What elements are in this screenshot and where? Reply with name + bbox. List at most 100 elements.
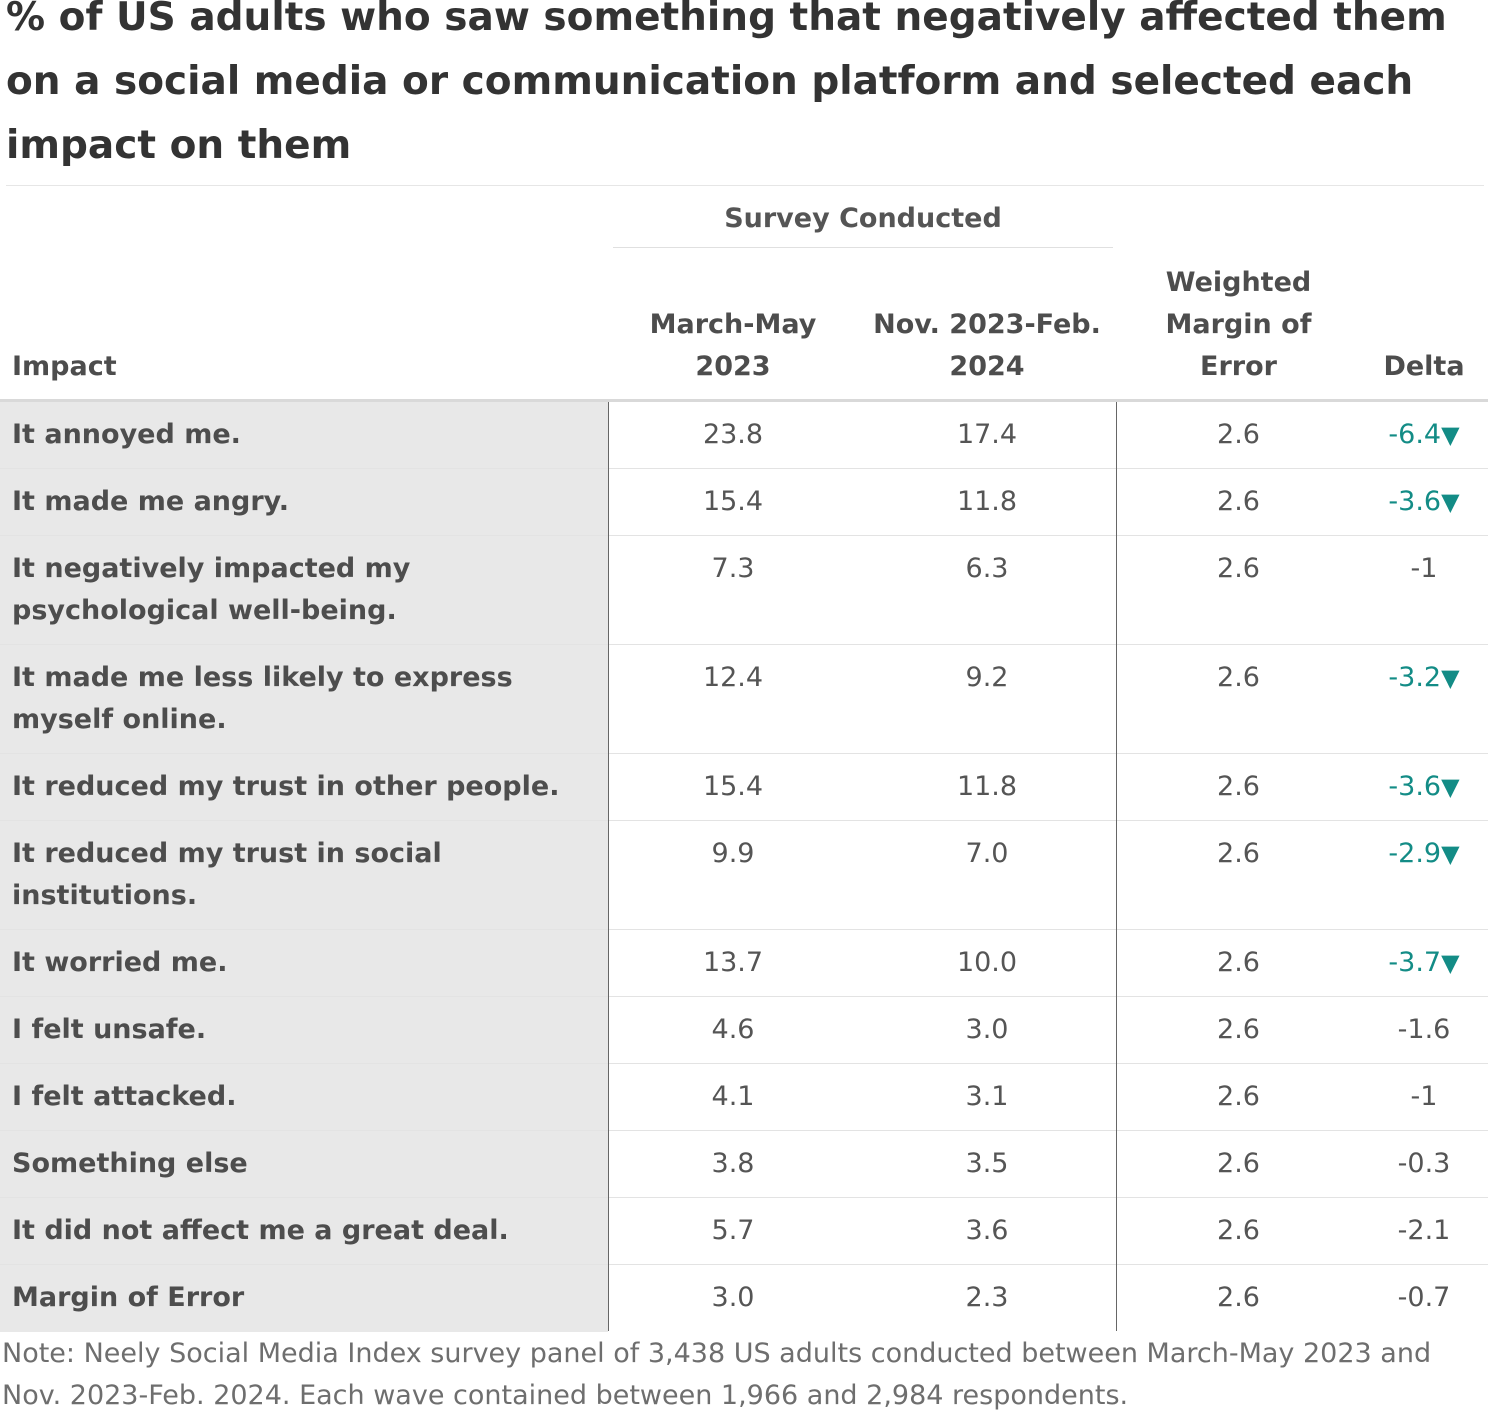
delta-value: -0.7: [1397, 1282, 1451, 1313]
down-triangle-icon: ▼: [1441, 421, 1460, 449]
column-divider: [1116, 402, 1117, 1331]
value-march-may-2023: 15.4: [702, 771, 764, 802]
value-nov-2023-feb-2024: 9.2: [965, 662, 1009, 693]
column-header-nov-2023-feb-2024: Nov. 2023-Feb. 2024: [860, 304, 1114, 388]
table-row: It annoyed me. 23.8 17.4 2.6 -6.4▼: [0, 402, 1488, 469]
header-divider: [0, 399, 1488, 402]
value-nov-2023-feb-2024: 7.0: [965, 838, 1009, 869]
delta-cell: -1.6: [1360, 997, 1488, 1063]
value-weighted-margin-of-error: 2.6: [1217, 771, 1260, 802]
value-march-may-2023: 9.9: [711, 838, 755, 869]
value-march-may-2023: 3.0: [711, 1282, 755, 1313]
delta-cell: -3.6▼: [1360, 754, 1488, 820]
impact-label: It reduced my trust in social institutio…: [0, 821, 608, 929]
table-row: I felt attacked. 4.1 3.1 2.6 -1: [0, 1064, 1488, 1131]
table-row: It reduced my trust in social institutio…: [0, 821, 1488, 930]
table-row: It made me less likely to express myself…: [0, 645, 1488, 754]
delta-cell: -2.9▼: [1360, 821, 1488, 929]
column-header-line: March-May: [649, 309, 817, 340]
value-weighted-margin-of-error: 2.6: [1217, 1215, 1260, 1246]
value-weighted-margin-of-error: 2.6: [1217, 1148, 1260, 1179]
table-row: It negatively impacted my psychological …: [0, 536, 1488, 645]
value-march-may-2023: 5.7: [711, 1215, 755, 1246]
delta-cell: -3.2▼: [1360, 645, 1488, 753]
title-divider: [6, 185, 1484, 186]
value-weighted-margin-of-error: 2.6: [1217, 1282, 1260, 1313]
value-march-may-2023: 13.7: [702, 947, 764, 978]
delta-value: -3.6: [1388, 486, 1442, 517]
impact-label: It made me angry.: [0, 469, 608, 535]
table-body: It annoyed me. 23.8 17.4 2.6 -6.4▼ It made me…: [0, 402, 1488, 1332]
impact-label: It worried me.: [0, 930, 608, 996]
impact-label: Margin of Error: [0, 1265, 608, 1332]
value-nov-2023-feb-2024: 11.8: [956, 486, 1018, 517]
impact-label: It annoyed me.: [0, 402, 608, 468]
value-weighted-margin-of-error: 2.6: [1217, 1014, 1260, 1045]
column-header-line: Weighted: [1165, 267, 1312, 298]
value-nov-2023-feb-2024: 11.8: [956, 771, 1018, 802]
impact-label: It did not affect me a great deal.: [0, 1198, 608, 1264]
delta-value: -1: [1410, 1081, 1438, 1112]
group-header-divider: [613, 247, 1113, 248]
value-march-may-2023: 23.8: [702, 419, 764, 450]
value-march-may-2023: 15.4: [702, 486, 764, 517]
delta-value: -3.6: [1388, 771, 1442, 802]
value-march-may-2023: 7.3: [711, 553, 755, 584]
impact-label: It made me less likely to express myself…: [0, 645, 608, 753]
impact-label: Something else: [0, 1131, 608, 1197]
table-row: It reduced my trust in other people. 15.4…: [0, 754, 1488, 821]
column-header-line: Margin of: [1165, 309, 1312, 340]
impact-label: I felt unsafe.: [0, 997, 608, 1063]
value-weighted-margin-of-error: 2.6: [1217, 419, 1260, 450]
value-weighted-margin-of-error: 2.6: [1217, 662, 1260, 693]
delta-value: -3.7: [1388, 947, 1442, 978]
column-divider: [608, 402, 609, 1331]
value-march-may-2023: 4.1: [711, 1081, 755, 1112]
delta-cell: -1: [1360, 1064, 1488, 1130]
value-nov-2023-feb-2024: 3.1: [965, 1081, 1009, 1112]
column-header-delta: Delta: [1383, 351, 1465, 382]
value-march-may-2023: 4.6: [711, 1014, 755, 1045]
impact-label: I felt attacked.: [0, 1064, 608, 1130]
column-header-weighted-margin-of-error: Weighted Margin of Error: [1117, 262, 1360, 388]
value-nov-2023-feb-2024: 3.5: [965, 1148, 1009, 1179]
value-weighted-margin-of-error: 2.6: [1217, 486, 1260, 517]
down-triangle-icon: ▼: [1441, 488, 1460, 516]
delta-cell: -1: [1360, 536, 1488, 644]
value-march-may-2023: 12.4: [702, 662, 764, 693]
chart-title: % of US adults who saw something that ne…: [6, 0, 1447, 168]
column-header-line: 2023: [695, 351, 771, 382]
table-row: It made me angry. 15.4 11.8 2.6 -3.6▼: [0, 469, 1488, 536]
value-weighted-margin-of-error: 2.6: [1217, 553, 1260, 584]
table-row: Something else 3.8 3.5 2.6 -0.3: [0, 1131, 1488, 1198]
table-row: I felt unsafe. 4.6 3.0 2.6 -1.6: [0, 997, 1488, 1064]
delta-value: -2.9: [1388, 838, 1442, 869]
down-triangle-icon: ▼: [1441, 949, 1460, 977]
table-row: It did not affect me a great deal. 5.7 3.6…: [0, 1198, 1488, 1265]
down-triangle-icon: ▼: [1441, 840, 1460, 868]
delta-value: -2.1: [1397, 1215, 1451, 1246]
delta-cell: -3.7▼: [1360, 930, 1488, 996]
table-row: It worried me. 13.7 10.0 2.6 -3.7▼: [0, 930, 1488, 997]
footnote: Note: Neely Social Media Index survey pa…: [2, 1338, 1432, 1411]
down-triangle-icon: ▼: [1441, 664, 1460, 692]
impact-label: It reduced my trust in other people.: [0, 754, 608, 820]
value-weighted-margin-of-error: 2.6: [1217, 947, 1260, 978]
value-nov-2023-feb-2024: 3.6: [965, 1215, 1009, 1246]
column-header-line: Nov. 2023-Feb.: [873, 309, 1101, 340]
delta-value: -6.4: [1388, 419, 1442, 450]
column-header-march-may-2023: March-May 2023: [609, 304, 857, 388]
value-nov-2023-feb-2024: 10.0: [956, 947, 1018, 978]
column-header-line: 2024: [949, 351, 1025, 382]
column-header-impact: Impact: [12, 351, 117, 382]
impact-label: It negatively impacted my psychological …: [0, 536, 608, 644]
value-march-may-2023: 3.8: [711, 1148, 755, 1179]
value-weighted-margin-of-error: 2.6: [1217, 1081, 1260, 1112]
delta-value: -0.3: [1397, 1148, 1451, 1179]
delta-value: -3.2: [1388, 662, 1442, 693]
down-triangle-icon: ▼: [1441, 773, 1460, 801]
column-header-line: Error: [1200, 351, 1277, 382]
survey-conducted-header: Survey Conducted: [724, 203, 1002, 234]
value-weighted-margin-of-error: 2.6: [1217, 838, 1260, 869]
value-nov-2023-feb-2024: 2.3: [965, 1282, 1009, 1313]
